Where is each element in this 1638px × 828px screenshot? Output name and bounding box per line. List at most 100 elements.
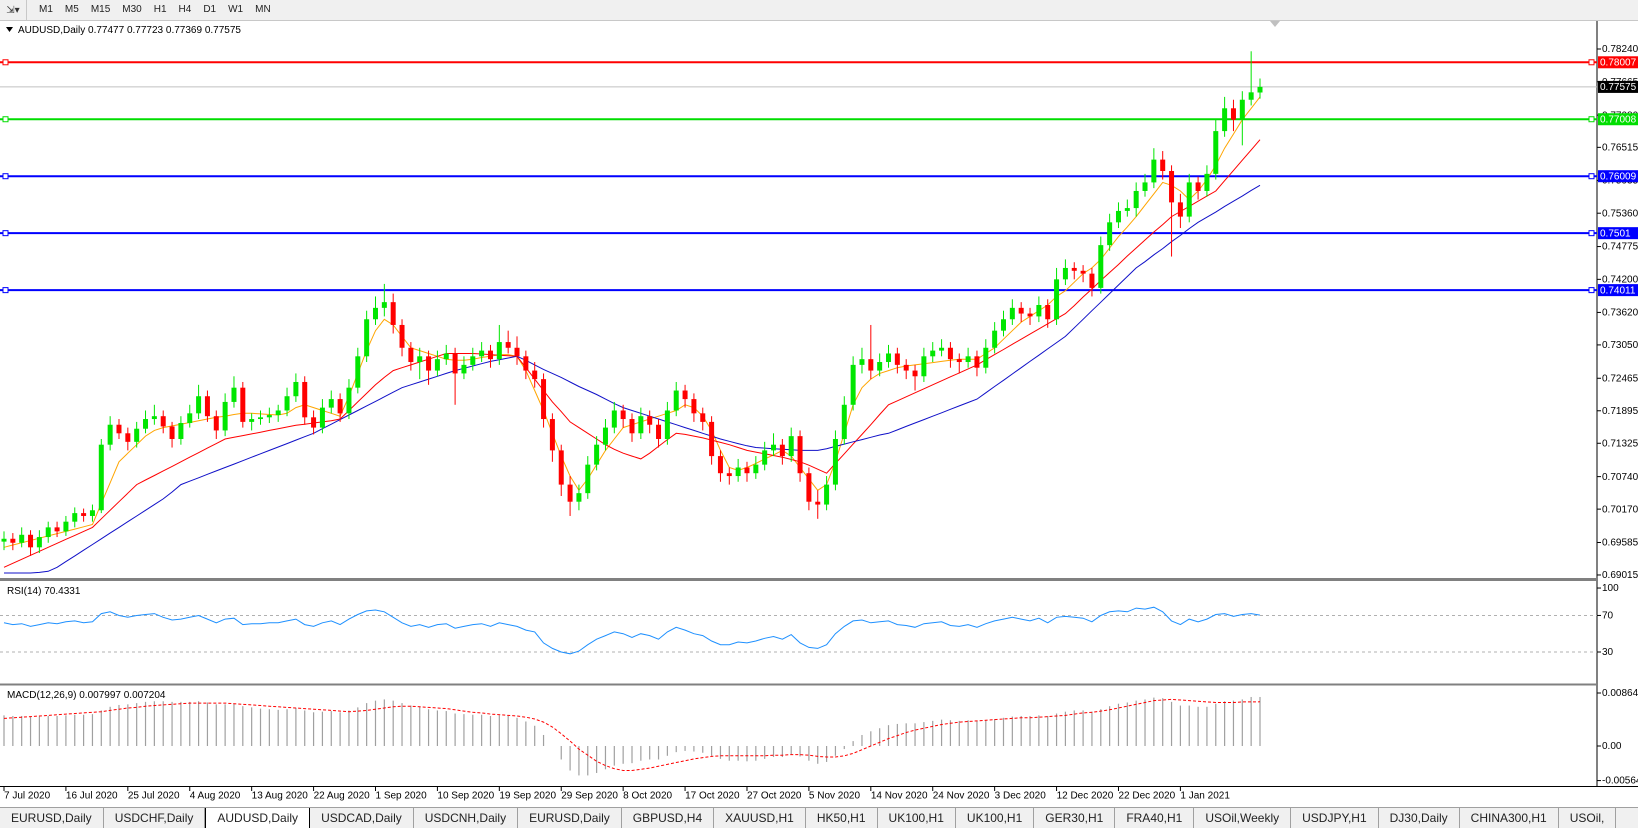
candle-body: [487, 350, 493, 360]
timeframe-button[interactable]: M30: [122, 4, 142, 15]
high-value: 0.77723: [127, 25, 164, 36]
candle-body: [894, 353, 900, 365]
candle-body: [1098, 245, 1104, 288]
chart-tab[interactable]: USDJPY,H1: [1291, 808, 1379, 828]
chart-tab[interactable]: HK50,H1: [806, 808, 878, 828]
timeframe-button[interactable]: MN: [255, 4, 271, 15]
candle-body: [311, 417, 317, 428]
candle-body: [1160, 159, 1166, 172]
candle-body: [1230, 108, 1236, 120]
candle-body: [1009, 307, 1015, 320]
timeframe-button[interactable]: M1: [39, 4, 53, 15]
candle-body: [1062, 267, 1068, 280]
timeframe-button[interactable]: D1: [203, 4, 217, 15]
candle-body: [788, 436, 794, 457]
candle-body: [434, 359, 440, 371]
candle-body: [1071, 267, 1077, 271]
x-tick-label: 8 Oct 2020: [623, 791, 672, 802]
candle-body: [231, 387, 237, 402]
symbol-title: AUDUSD,Daily: [18, 25, 85, 36]
candle-body: [656, 424, 662, 439]
x-tick-label: 1 Jan 2021: [1180, 791, 1230, 802]
candle-body: [116, 424, 122, 434]
candle-body: [753, 464, 759, 474]
chart-tab[interactable]: XAUUSD,H1: [714, 808, 806, 828]
chart-tab[interactable]: USDCNH,Daily: [414, 808, 519, 828]
x-tick-label: 3 Dec 2020: [995, 791, 1047, 802]
shift-marker: [1270, 21, 1280, 27]
candle-body: [523, 356, 529, 371]
candle-body: [1186, 182, 1192, 217]
timeframe-button[interactable]: M15: [90, 4, 111, 15]
chart-tab[interactable]: UK100,H1: [878, 808, 956, 828]
chart-tab[interactable]: USOil,Weekly: [1194, 808, 1292, 828]
candle-body: [36, 537, 42, 548]
chart-tab[interactable]: EURUSD,Daily: [518, 808, 622, 828]
candle-body: [859, 359, 865, 365]
y-tick-label: 70: [1602, 611, 1614, 622]
candle-body: [293, 381, 299, 397]
candle-body: [143, 419, 149, 429]
candle-body: [479, 350, 485, 357]
candle-body: [178, 423, 184, 439]
candle-body: [372, 307, 378, 320]
x-tick-label: 16 Jul 2020: [66, 791, 118, 802]
candle-body: [169, 426, 175, 439]
candle-body: [1151, 159, 1157, 183]
candle-body: [28, 534, 34, 548]
timeframe-button[interactable]: M5: [64, 4, 79, 15]
chart-tab[interactable]: UK100,H1: [956, 808, 1035, 828]
x-tick-label: 24 Nov 2020: [933, 791, 990, 802]
candle-body: [505, 342, 511, 348]
indicator-title: RSI(14): [7, 586, 41, 597]
level-price-box: [1598, 113, 1638, 126]
candle-body: [1142, 182, 1148, 191]
level-handle: [1588, 230, 1595, 237]
candle-body: [443, 353, 449, 360]
candle-body: [992, 330, 998, 348]
y-tick-label: 0.73050: [1602, 340, 1638, 351]
candle-body: [832, 438, 838, 485]
candle-body: [1133, 190, 1139, 209]
chart-tab[interactable]: FRA40,H1: [1115, 808, 1195, 828]
timeframe-button[interactable]: H1: [153, 4, 167, 15]
chart-tab[interactable]: USDCAD,Daily: [310, 808, 414, 828]
level-price-label: 0.74011: [1600, 285, 1636, 296]
candle-body: [558, 450, 564, 485]
y-tick-label: 0.71895: [1602, 406, 1638, 417]
timeframe-bar: M1 M5 M15 M30 H1 H4 D1 W1 MN: [33, 1, 277, 19]
candle-body: [381, 302, 387, 308]
candle-body: [1018, 307, 1024, 314]
chart-tab[interactable]: CHINA300,H1: [1460, 808, 1559, 828]
x-tick-label: 1 Sep 2020: [375, 791, 427, 802]
x-tick-label: 4 Aug 2020: [190, 791, 241, 802]
chart-tab[interactable]: USOil,: [1559, 808, 1617, 828]
candle-body: [1054, 279, 1060, 320]
level-handle: [1588, 173, 1595, 180]
level-price-box: [1598, 170, 1638, 183]
chart-tab[interactable]: GBPUSD,H4: [622, 808, 715, 828]
tool-icon[interactable]: ⇲▾: [0, 0, 27, 20]
candle-body: [1027, 313, 1033, 317]
timeframe-button[interactable]: W1: [228, 4, 244, 15]
chart-tab[interactable]: USDCHF,Daily: [104, 808, 206, 828]
candle-body: [700, 413, 706, 422]
candle-body: [682, 390, 688, 400]
x-tick-label: 5 Nov 2020: [809, 791, 861, 802]
candle-body: [355, 356, 361, 388]
candle-body: [151, 416, 157, 420]
chart-tab[interactable]: GER30,H1: [1034, 808, 1116, 828]
candle-body: [974, 356, 980, 368]
y-tick-label: 0.69585: [1602, 538, 1638, 549]
candle-body: [983, 347, 989, 368]
chart-tab[interactable]: EURUSD,Daily: [0, 808, 104, 828]
candle-body: [125, 433, 131, 442]
candle-body: [364, 319, 370, 357]
chart-tab[interactable]: AUDUSD,Daily: [205, 808, 311, 828]
timeframe-button[interactable]: H4: [178, 4, 192, 15]
chart-tab[interactable]: DJ30,Daily: [1379, 808, 1460, 828]
candle-body: [514, 347, 520, 357]
candle-body: [452, 353, 458, 374]
candle-body: [134, 428, 140, 442]
y-tick-label: 0.76515: [1602, 142, 1638, 153]
